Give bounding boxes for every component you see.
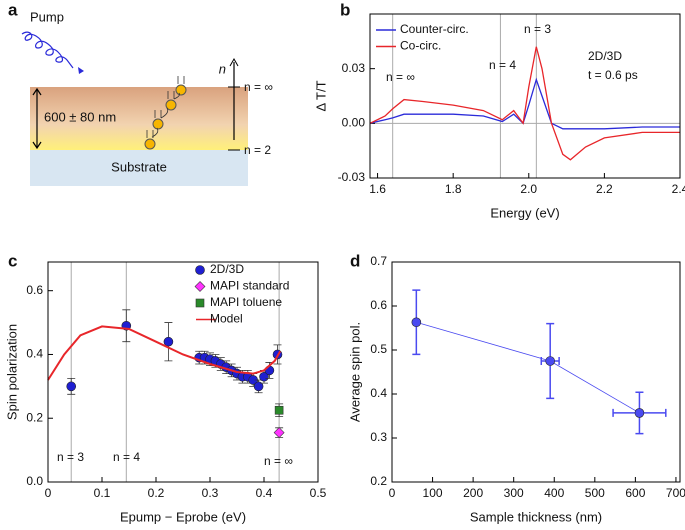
x-tick-label: 700 [666,486,685,500]
level-label: n = 2 [244,143,271,157]
thickness-label: 600 ± 80 nm [44,109,116,124]
excitons [144,84,187,150]
spin-arrows [146,76,185,138]
y-tick-label: 0.4 [26,347,43,361]
y-tick-label: 0.3 [370,430,387,444]
data-point [411,317,422,328]
y-tick-label: 0.03 [342,61,366,75]
x-tick-label: 2.0 [520,182,537,196]
legend-swatch [195,298,205,308]
y-tick-label: 0.0 [26,474,43,488]
x-tick-label: 400 [544,486,564,500]
annotation: n = ∞ [386,70,415,84]
y-axis-label: Spin polarization [4,324,19,420]
annotation: n = 3 [524,22,551,36]
y-tick-label: 0.2 [26,410,43,424]
legend-label: MAPI standard [210,279,289,293]
thickness-arrowheads [32,87,42,150]
x-tick-label: 300 [504,486,524,500]
annotation: n = 3 [57,450,84,464]
x-tick-label: 0.4 [256,486,273,500]
pump-arrowhead [78,67,84,74]
data-point [634,408,645,418]
annotation: n = ∞ [264,454,293,468]
panel-label: c [8,251,17,270]
x-tick-label: 1.8 [445,182,462,196]
data-point [274,405,284,415]
data-line [369,46,680,161]
pump-label: Pump [30,9,64,24]
x-tick-label: 0.3 [202,486,219,500]
y-tick-label: 0.5 [370,342,387,356]
data-point [273,427,285,439]
x-tick-label: 1.6 [369,182,386,196]
data-line [47,325,282,381]
legend-label: Counter-circ. [400,22,469,36]
panel-label: d [350,251,360,270]
y-axis-label: Δ T/T [313,80,328,111]
y-tick-label: 0.2 [370,474,387,488]
energy-axis-label: n [219,61,226,76]
x-axis-label: Energy (eV) [490,205,559,220]
annotation: n = 4 [489,58,516,72]
plot-frame [369,13,681,179]
y-tick-label: 0.7 [370,254,387,268]
annotation: 2D/3D [588,49,622,63]
level-label: n = ∞ [244,80,273,94]
legend-swatch [194,281,206,292]
x-tick-label: 2.4 [672,182,685,196]
data-line [416,321,640,414]
x-tick-label: 600 [625,486,645,500]
panel-a: a Pump Substrate 600 ± 80 nm n n = ∞ n =… [8,0,273,186]
x-tick-label: 0.5 [310,486,327,500]
pump-beam [21,31,74,69]
y-tick-label: -0.03 [338,170,366,184]
legend-swatch [195,265,205,275]
x-tick-label: 0 [45,486,52,500]
legend-label: MAPI toluene [210,295,282,309]
legend-label: Model [210,312,243,326]
x-axis-label: Sample thickness (nm) [470,509,602,524]
panel-label: b [340,0,350,19]
x-tick-label: 200 [463,486,483,500]
substrate-label: Substrate [111,159,167,174]
annotation: t = 0.6 ps [588,68,638,82]
legend-label: Co-circ. [400,39,441,53]
data-line [369,77,680,130]
panel: b Δ T/T Energy (eV) 1.6 1.8 2.0 2.2 2.4 -0.03 0.0… [313,0,685,220]
annotation: n = 4 [113,450,140,464]
y-tick-label: 0.4 [370,386,387,400]
y-axis-label: Average spin pol. [347,322,362,422]
x-tick-label: 0.1 [94,486,111,500]
x-tick-label: 2.2 [596,182,613,196]
data-point [66,381,77,392]
plot-frame [391,261,681,483]
plot-frame [47,261,319,483]
panel-label: a [8,0,18,19]
energy-arrowhead [229,57,239,67]
data-point [259,371,269,382]
data-point [163,336,174,347]
legend-label: 2D/3D [210,262,244,276]
panel: d Average spin pol. Sample thickness (nm) 0… [347,251,685,524]
y-tick-label: 0.00 [342,116,366,130]
substrate [30,150,248,186]
x-tick-label: 0 [389,486,396,500]
data-point [545,356,555,366]
x-tick-label: 100 [423,486,443,500]
data-point [253,381,264,392]
x-tick-label: 0.2 [148,486,165,500]
x-tick-label: 500 [585,486,605,500]
y-tick-label: 0.6 [26,283,43,297]
x-axis-label: Epump − Eprobe (eV) [120,509,246,524]
y-tick-label: 0.6 [370,298,387,312]
film [30,87,248,150]
